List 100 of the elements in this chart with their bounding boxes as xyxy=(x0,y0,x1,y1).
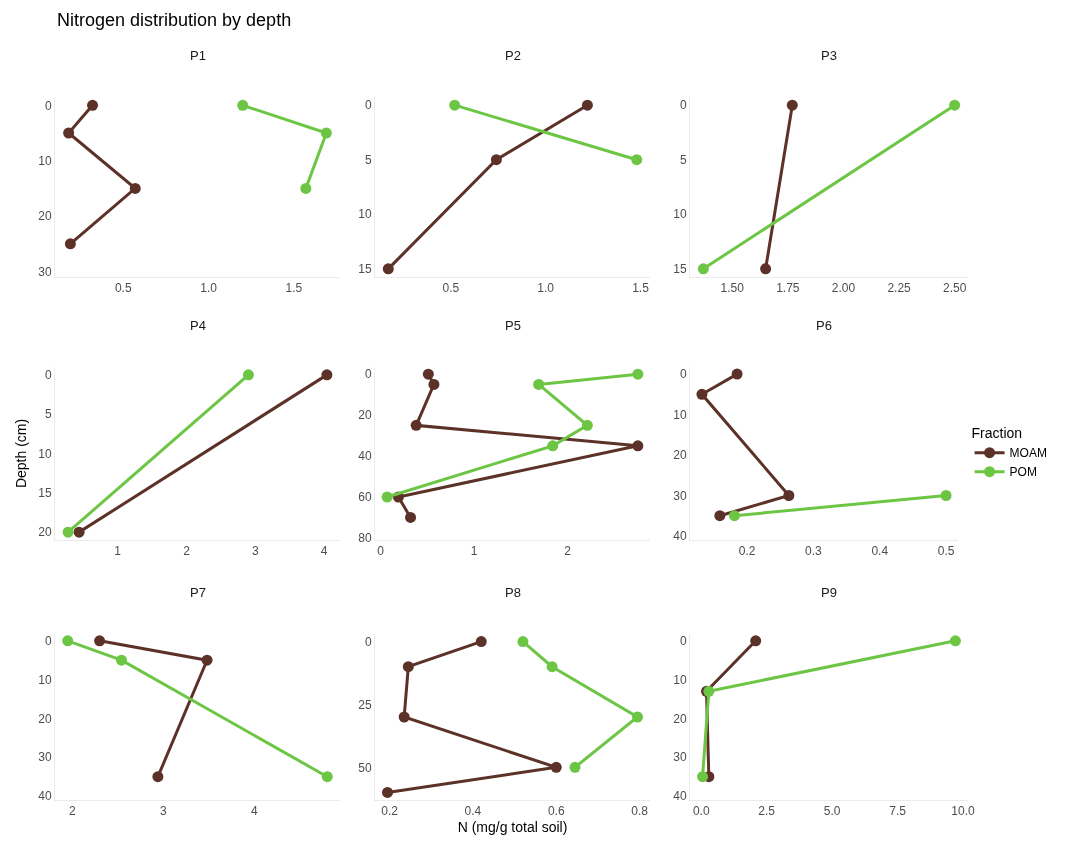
x-tick-label: 0.5 xyxy=(114,281,132,296)
point xyxy=(547,440,559,452)
point xyxy=(490,154,502,166)
x-tick-label: 2.25 xyxy=(887,281,912,296)
y-tick-label: 50 xyxy=(358,760,372,775)
point xyxy=(398,711,410,723)
y-tick-label: 30 xyxy=(673,750,687,765)
point xyxy=(632,440,644,452)
x-tick-label: 3 xyxy=(160,804,168,819)
x-tick-label: 0.6 xyxy=(547,804,565,819)
x-tick-label: 7.5 xyxy=(889,804,907,819)
x-tick-label: 1.0 xyxy=(537,281,555,296)
x-tick-label: 2 xyxy=(183,544,191,559)
y-tick-label: 15 xyxy=(38,486,52,501)
x-tick-label: 1.5 xyxy=(285,281,303,296)
x-tick-label: 2 xyxy=(564,544,572,559)
y-tick-label: 0 xyxy=(679,367,687,382)
point xyxy=(402,661,414,673)
chart-title: P2 xyxy=(505,48,521,63)
x-tick-label: 1.5 xyxy=(632,281,650,296)
x-tick-label: 10.0 xyxy=(951,804,976,819)
x-tick-label: 2.00 xyxy=(831,281,856,296)
point xyxy=(697,771,709,783)
point xyxy=(321,771,333,783)
point xyxy=(64,238,76,250)
y-tick-label: 30 xyxy=(673,488,687,503)
y-tick-label: 0 xyxy=(364,367,372,382)
point xyxy=(728,510,740,522)
x-tick-label: 0.8 xyxy=(631,804,649,819)
point xyxy=(382,786,393,798)
point xyxy=(63,127,75,139)
y-axis-title: Depth (cm) xyxy=(12,418,29,489)
point xyxy=(581,419,593,431)
y-tick-label: 20 xyxy=(673,711,687,726)
x-tick-label: 0 xyxy=(377,544,385,559)
x-tick-label: 2 xyxy=(68,804,76,819)
point xyxy=(581,99,593,111)
x-tick-label: 0.4 xyxy=(871,544,889,559)
point xyxy=(696,388,708,400)
point xyxy=(382,263,394,275)
y-tick-label: 5 xyxy=(364,152,372,167)
point xyxy=(783,489,795,501)
point xyxy=(449,99,461,111)
point xyxy=(422,368,434,380)
y-tick-label: 10 xyxy=(673,672,687,687)
point xyxy=(115,654,127,666)
y-tick-label: 10 xyxy=(673,407,687,422)
point xyxy=(632,711,643,723)
y-tick-label: 20 xyxy=(38,209,52,224)
y-tick-label: 30 xyxy=(38,750,52,765)
x-tick-label: 0.5 xyxy=(442,281,460,296)
y-tick-label: 30 xyxy=(38,264,52,279)
y-tick-label: 20 xyxy=(358,408,372,423)
x-tick-label: 4 xyxy=(251,804,259,819)
point xyxy=(237,99,249,111)
point xyxy=(569,761,581,773)
x-tick-label: 1 xyxy=(470,544,478,559)
point xyxy=(546,661,558,673)
x-tick-label: 0.0 xyxy=(692,804,710,819)
chart-title: P5 xyxy=(505,318,521,333)
y-tick-label: 0 xyxy=(679,634,687,648)
y-tick-label: 10 xyxy=(38,672,52,687)
point xyxy=(632,368,644,380)
point xyxy=(405,511,417,523)
point xyxy=(152,771,164,783)
chart-title: P1 xyxy=(190,48,206,63)
y-tick-label: 20 xyxy=(38,525,52,540)
y-tick-label: 0 xyxy=(364,98,372,113)
point xyxy=(714,510,726,522)
y-tick-label: 0 xyxy=(44,98,52,113)
point xyxy=(410,419,422,431)
point xyxy=(731,368,743,380)
y-tick-label: 20 xyxy=(38,711,52,726)
y-tick-label: 25 xyxy=(358,697,372,712)
x-tick-label: 0.3 xyxy=(805,544,823,559)
chart-title: P8 xyxy=(505,585,521,600)
y-tick-label: 5 xyxy=(44,407,52,422)
x-tick-label: 3 xyxy=(251,544,259,559)
point xyxy=(550,761,562,773)
y-tick-label: 10 xyxy=(673,207,687,222)
x-axis-title: N (mg/g total soil) xyxy=(457,818,568,835)
chart-title: P7 xyxy=(190,585,206,600)
y-tick-label: 10 xyxy=(358,207,372,222)
point xyxy=(94,635,106,647)
x-tick-label: 5.0 xyxy=(823,804,841,819)
point xyxy=(320,127,332,139)
point xyxy=(750,635,762,647)
point xyxy=(87,99,99,111)
point xyxy=(949,635,961,647)
x-tick-label: 2.5 xyxy=(758,804,776,819)
y-tick-label: 60 xyxy=(358,490,372,505)
chart-title: P3 xyxy=(821,48,837,63)
x-tick-label: 1 xyxy=(114,544,122,559)
point xyxy=(475,636,487,648)
point xyxy=(381,491,393,503)
y-tick-label: 0 xyxy=(679,98,687,113)
y-tick-label: 10 xyxy=(38,153,52,168)
y-tick-label: 80 xyxy=(358,531,372,546)
legend-label: POM xyxy=(1009,465,1037,480)
y-tick-label: 0 xyxy=(44,368,52,383)
